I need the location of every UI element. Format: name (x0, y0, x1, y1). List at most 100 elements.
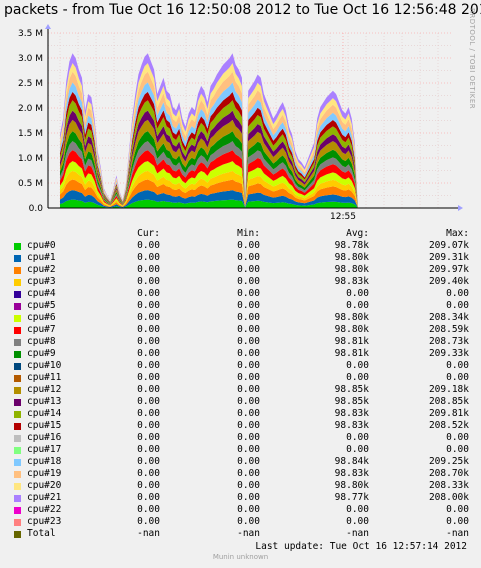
header-avg: Avg: (346, 228, 369, 239)
legend-cur: 0.00 (137, 456, 160, 467)
axes (45, 24, 463, 211)
y-axis-arrow (45, 24, 51, 29)
legend-row: cpu#10 0.00 0.00 0.00 0.00 (14, 360, 469, 372)
legend-row: cpu#2 0.00 0.00 98.80k 209.97k (14, 264, 469, 276)
legend-min: 0.00 (237, 480, 260, 491)
legend-max: 0.00 (446, 288, 469, 299)
legend-max: -nan (446, 528, 469, 539)
legend-swatch (14, 362, 21, 370)
legend-min: 0.00 (237, 336, 260, 347)
y-tick-label: 0.5 M (18, 179, 43, 189)
legend-max: 0.00 (446, 360, 469, 371)
legend-label: cpu#4 (27, 288, 56, 299)
legend-avg: 98.80k (334, 252, 369, 263)
legend-cur: 0.00 (137, 420, 160, 431)
legend-label: cpu#20 (27, 480, 62, 491)
legend-swatch (14, 434, 21, 442)
legend-swatch (14, 350, 21, 358)
y-tick-label: 0.0 (29, 204, 44, 214)
legend-label: cpu#10 (27, 360, 62, 371)
legend-max: 208.52k (428, 420, 469, 431)
legend-row: cpu#13 0.00 0.00 98.85k 208.85k (14, 396, 469, 408)
legend-min: 0.00 (237, 504, 260, 515)
legend-label: cpu#11 (27, 372, 62, 383)
legend-cur: 0.00 (137, 504, 160, 515)
legend-swatch (14, 530, 21, 538)
legend-avg: 98.83k (334, 408, 369, 419)
legend-max: 208.73k (428, 336, 469, 347)
legend-swatch (14, 494, 21, 502)
legend-swatch (14, 386, 21, 394)
legend-label: cpu#1 (27, 252, 56, 263)
legend-swatch (14, 266, 21, 274)
legend-max: 208.59k (428, 324, 469, 335)
legend-row: cpu#20 0.00 0.00 98.80k 208.33k (14, 480, 469, 492)
legend-row: cpu#4 0.00 0.00 0.00 0.00 (14, 288, 469, 300)
legend-label: cpu#5 (27, 300, 56, 311)
legend-avg: 98.85k (334, 384, 369, 395)
area-cpu0 (60, 199, 358, 208)
legend-label: cpu#17 (27, 444, 62, 455)
legend-avg: 0.00 (346, 288, 369, 299)
legend-swatch (14, 254, 21, 262)
legend-swatch (14, 338, 21, 346)
legend-min: 0.00 (237, 444, 260, 455)
legend-label: cpu#18 (27, 456, 62, 467)
legend-swatch (14, 302, 21, 310)
legend-rows: cpu#0 0.00 0.00 98.78k 209.07k cpu#1 0.00 0.00 9… (14, 240, 469, 540)
plot-area: 0.0 0.5 M 1.0 M 1.5 M 2.0 M 2.5 M 3.0 M 3.5 M 1… (18, 24, 463, 222)
legend-table: Cur: Min: Avg: Max: cpu#0 0.00 0.00 98.78k 2… (14, 228, 469, 540)
legend-min: 0.00 (237, 300, 260, 311)
legend-avg: -nan (346, 528, 369, 539)
y-tick-label: 3.5 M (18, 29, 43, 39)
x-axis-arrow (458, 205, 463, 211)
legend-avg: 98.80k (334, 264, 369, 275)
y-tick-label: 2.0 M (18, 104, 43, 114)
y-tick-labels: 0.0 0.5 M 1.0 M 1.5 M 2.0 M 2.5 M 3.0 M 3.5 M (18, 29, 43, 214)
legend-swatch (14, 482, 21, 490)
legend-swatch (14, 518, 21, 526)
y-tick-label: 3.0 M (18, 54, 43, 64)
legend-avg: 98.83k (334, 276, 369, 287)
legend-label: cpu#16 (27, 432, 62, 443)
legend-swatch (14, 314, 21, 322)
legend-swatch (14, 446, 21, 454)
legend-avg: 0.00 (346, 360, 369, 371)
x-tick-label: 12:55 (330, 212, 356, 222)
legend-cur: 0.00 (137, 264, 160, 275)
legend-label: cpu#23 (27, 516, 62, 527)
legend-label: cpu#12 (27, 384, 62, 395)
legend-min: 0.00 (237, 492, 260, 503)
legend-min: 0.00 (237, 264, 260, 275)
legend-label: cpu#0 (27, 240, 56, 251)
legend-min: 0.00 (237, 312, 260, 323)
legend-avg: 0.00 (346, 300, 369, 311)
legend-label: cpu#15 (27, 420, 62, 431)
legend-max: 0.00 (446, 516, 469, 527)
legend-avg: 98.77k (334, 492, 369, 503)
legend-cur: -nan (137, 528, 160, 539)
legend-row: cpu#14 0.00 0.00 98.83k 209.81k (14, 408, 469, 420)
legend-label: cpu#2 (27, 264, 56, 275)
legend-row: cpu#16 0.00 0.00 0.00 0.00 (14, 432, 469, 444)
legend-avg: 98.83k (334, 468, 369, 479)
legend-swatch (14, 398, 21, 406)
legend-row: cpu#8 0.00 0.00 98.81k 208.73k (14, 336, 469, 348)
legend-cur: 0.00 (137, 252, 160, 263)
legend-avg: 98.85k (334, 396, 369, 407)
legend-min: 0.00 (237, 252, 260, 263)
legend-label: cpu#8 (27, 336, 56, 347)
legend-min: 0.00 (237, 468, 260, 479)
legend-row: cpu#5 0.00 0.00 0.00 0.00 (14, 300, 469, 312)
header-min: Min: (237, 228, 260, 239)
legend-min: 0.00 (237, 516, 260, 527)
legend-cur: 0.00 (137, 276, 160, 287)
stacked-areas (60, 53, 358, 209)
legend-cur: 0.00 (137, 240, 160, 251)
legend-avg: 0.00 (346, 516, 369, 527)
y-tick-label: 1.0 M (18, 154, 43, 164)
legend-min: 0.00 (237, 288, 260, 299)
legend-min: 0.00 (237, 348, 260, 359)
legend-min: 0.00 (237, 456, 260, 467)
legend-max: 208.00k (428, 492, 469, 503)
